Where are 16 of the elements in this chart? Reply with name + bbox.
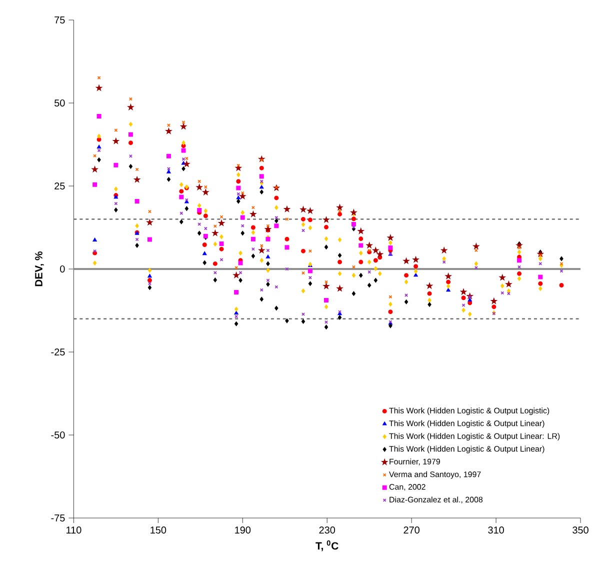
y-tick-label: -25 bbox=[51, 348, 65, 356]
y-tick-label: 25 bbox=[54, 182, 65, 190]
y-tick-label: -75 bbox=[51, 514, 65, 522]
y-axis-title: DEV, % bbox=[35, 251, 44, 286]
x-axis-title: T, $^{0}$C bbox=[316, 540, 338, 552]
x-tick-label: 230 bbox=[319, 526, 336, 534]
y-tick-label: 50 bbox=[54, 99, 65, 107]
x-tick-label: 190 bbox=[235, 526, 251, 534]
x-tick-label: 270 bbox=[404, 526, 420, 534]
y-tick-label: -50 bbox=[51, 431, 65, 439]
x-tick-label: 310 bbox=[488, 526, 504, 534]
x-tick-label: 110 bbox=[66, 526, 82, 534]
x-tick-label: 150 bbox=[150, 526, 166, 534]
y-tick-label: 0 bbox=[60, 265, 65, 273]
x-tick-label: 350 bbox=[572, 526, 588, 534]
y-tick-label: 75 bbox=[54, 16, 65, 24]
